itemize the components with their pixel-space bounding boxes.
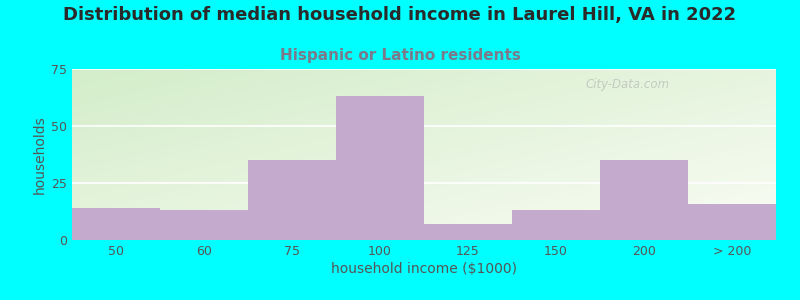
Bar [424, 224, 512, 240]
Bar [336, 96, 424, 240]
Bar [248, 160, 336, 240]
Text: Hispanic or Latino residents: Hispanic or Latino residents [279, 48, 521, 63]
Bar [512, 210, 600, 240]
Bar [600, 160, 688, 240]
X-axis label: household income ($1000): household income ($1000) [331, 262, 517, 276]
Bar [160, 210, 248, 240]
Text: Distribution of median household income in Laurel Hill, VA in 2022: Distribution of median household income … [63, 6, 737, 24]
Y-axis label: households: households [33, 115, 47, 194]
Bar [688, 203, 776, 240]
Bar [72, 208, 160, 240]
Text: City-Data.com: City-Data.com [586, 77, 670, 91]
